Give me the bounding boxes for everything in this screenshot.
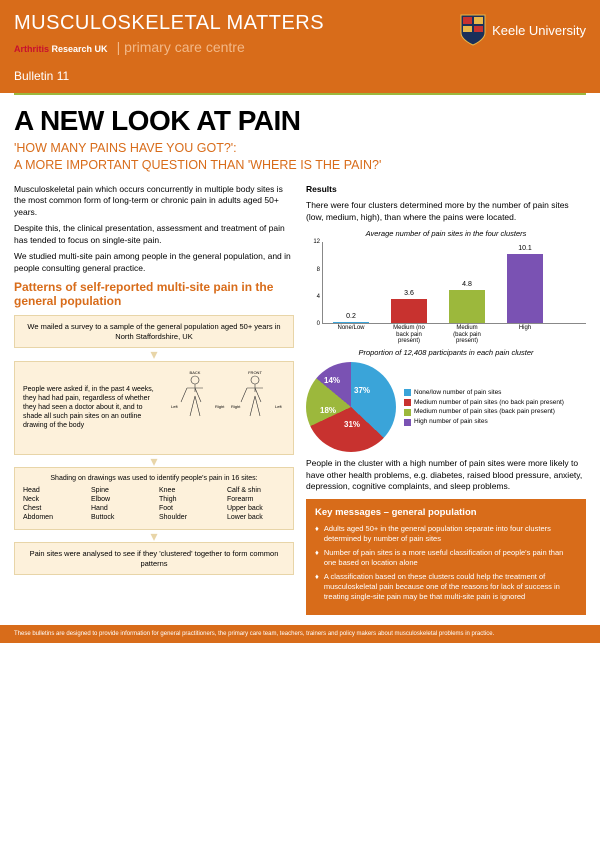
bar: 3.6Medium (no back pain present) xyxy=(391,299,427,324)
site-item: Spine xyxy=(91,486,149,495)
flow-step: Pain sites were analysed to see if they … xyxy=(14,542,294,576)
key-message-item: A classification based on these clusters… xyxy=(315,572,577,602)
pie-slice-label: 18% xyxy=(320,406,336,417)
results-heading: Results xyxy=(306,184,586,195)
svg-text:Left: Left xyxy=(275,404,283,409)
legend-swatch xyxy=(404,409,411,416)
pie-slice-label: 14% xyxy=(324,376,340,387)
bar-chart: 04812 0.2None/Low3.6Medium (no back pain… xyxy=(306,242,586,342)
svg-text:Right: Right xyxy=(231,404,241,409)
bar-chart-title: Average number of pain sites in the four… xyxy=(306,229,586,239)
site-column: HeadNeckChestAbdomen xyxy=(23,486,81,522)
bar-label: Medium (back pain present) xyxy=(449,323,485,345)
site-item: Knee xyxy=(159,486,217,495)
right-column: Results There were four clusters determi… xyxy=(306,184,586,615)
intro-para: Musculoskeletal pain which occurs concur… xyxy=(14,184,294,218)
svg-text:FRONT: FRONT xyxy=(248,370,262,375)
legend-label: Medium number of pain sites (no back pai… xyxy=(414,398,564,408)
key-message-item: Number of pain sites is a more useful cl… xyxy=(315,548,577,568)
site-item: Hand xyxy=(91,504,149,513)
site-item: Abdomen xyxy=(23,513,81,522)
bar-label: High xyxy=(507,323,543,332)
site-column: SpineElbowHandButtock xyxy=(91,486,149,522)
bar-value: 4.8 xyxy=(449,280,485,289)
pie-chart-title: Proportion of 12,408 participants in eac… xyxy=(306,348,586,358)
flow-step-body: People were asked if, in the past 4 week… xyxy=(14,361,294,455)
keele-logo: Keele University xyxy=(460,14,586,46)
pie-legend: None/low number of pain sitesMedium numb… xyxy=(404,388,564,427)
flow-arrow-icon: ▾ xyxy=(14,457,294,465)
main-content: A NEW LOOK AT PAIN 'HOW MANY PAINS HAVE … xyxy=(0,95,600,615)
legend-label: High number of pain sites xyxy=(414,417,488,427)
site-item: Head xyxy=(23,486,81,495)
flow-arrow-icon: ▾ xyxy=(14,532,294,540)
flow-step-sites: Shading on drawings was used to identify… xyxy=(14,467,294,529)
bar: 10.1High xyxy=(507,254,543,323)
svg-text:BACK: BACK xyxy=(190,370,201,375)
site-item: Lower back xyxy=(227,513,285,522)
bar-value: 0.2 xyxy=(333,312,369,321)
cluster-note: People in the cluster with a high number… xyxy=(306,458,586,492)
footer: These bulletins are designed to provide … xyxy=(0,625,600,643)
key-messages-heading: Key messages – general population xyxy=(315,507,577,520)
results-intro: There were four clusters determined more… xyxy=(306,200,586,223)
bar-label: None/Low xyxy=(333,323,369,332)
intro-para: Despite this, the clinical presentation,… xyxy=(14,223,294,246)
site-column: KneeThighFootShoulder xyxy=(159,486,217,522)
body-manikin-icon: BACK FRONT Left Right Right Left xyxy=(165,368,285,448)
legend-swatch xyxy=(404,399,411,406)
legend-label: None/low number of pain sites xyxy=(414,388,501,398)
legend-item: High number of pain sites xyxy=(404,417,564,427)
site-item: Forearm xyxy=(227,495,285,504)
page-subtitle: 'HOW MANY PAINS HAVE YOU GOT?': A MORE I… xyxy=(14,140,586,174)
site-item: Chest xyxy=(23,504,81,513)
y-axis-tick: 0 xyxy=(306,320,320,328)
svg-text:Right: Right xyxy=(215,404,225,409)
site-item: Calf & shin xyxy=(227,486,285,495)
arthritis-research-logo: Arthritis Research UK xyxy=(14,44,108,54)
site-item: Elbow xyxy=(91,495,149,504)
pie-chart: 37% 31% 18% 14% None/low number of pain sit… xyxy=(306,362,586,452)
header-banner: MUSCULOSKELETAL MATTERS Arthritis Resear… xyxy=(0,0,600,93)
site-item: Neck xyxy=(23,495,81,504)
y-axis-tick: 8 xyxy=(306,266,320,274)
keele-text: Keele University xyxy=(492,23,586,38)
patterns-heading: Patterns of self-reported multi-site pai… xyxy=(14,280,294,309)
legend-label: Medium number of pain sites (back pain p… xyxy=(414,407,555,417)
y-axis-tick: 4 xyxy=(306,293,320,301)
flow-step: We mailed a survey to a sample of the ge… xyxy=(14,315,294,349)
key-message-item: Adults aged 50+ in the general populatio… xyxy=(315,524,577,544)
pie-slice-label: 31% xyxy=(344,420,360,431)
shield-icon xyxy=(460,14,486,46)
y-axis-tick: 12 xyxy=(306,238,320,246)
legend-item: None/low number of pain sites xyxy=(404,388,564,398)
pie-slice-label: 37% xyxy=(354,386,370,397)
page-title: A NEW LOOK AT PAIN xyxy=(14,105,586,137)
bar: 0.2None/Low xyxy=(333,322,369,323)
site-item: Shoulder xyxy=(159,513,217,522)
legend-swatch xyxy=(404,389,411,396)
intro-para: We studied multi-site pain among people … xyxy=(14,251,294,274)
legend-item: Medium number of pain sites (back pain p… xyxy=(404,407,564,417)
bar-label: Medium (no back pain present) xyxy=(391,323,427,345)
bar-value: 10.1 xyxy=(507,244,543,253)
key-messages-box: Key messages – general population Adults… xyxy=(306,499,586,615)
primary-care-centre-label: | primary care centre xyxy=(117,39,245,55)
site-column: Calf & shinForearmUpper backLower back xyxy=(227,486,285,522)
left-column: Musculoskeletal pain which occurs concur… xyxy=(14,184,294,615)
svg-text:Left: Left xyxy=(171,404,179,409)
site-item: Foot xyxy=(159,504,217,513)
site-item: Buttock xyxy=(91,513,149,522)
flow-arrow-icon: ▾ xyxy=(14,350,294,358)
legend-swatch xyxy=(404,419,411,426)
legend-item: Medium number of pain sites (no back pai… xyxy=(404,398,564,408)
site-item: Upper back xyxy=(227,504,285,513)
bar: 4.8Medium (back pain present) xyxy=(449,290,485,323)
site-item: Thigh xyxy=(159,495,217,504)
bar-value: 3.6 xyxy=(391,289,427,298)
bulletin-number: Bulletin 11 xyxy=(14,69,586,83)
